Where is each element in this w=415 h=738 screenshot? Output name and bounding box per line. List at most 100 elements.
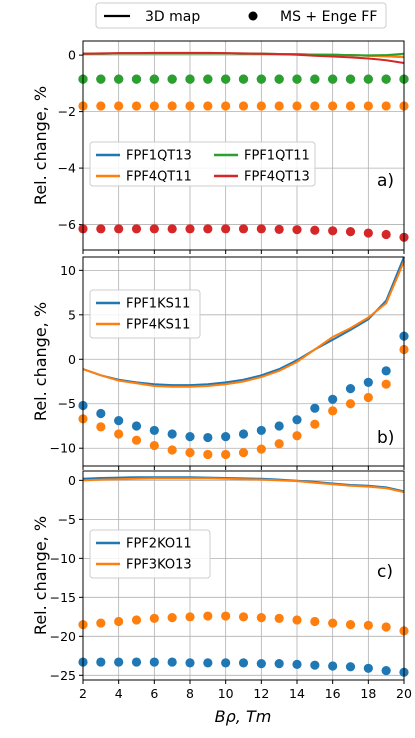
data-point-FPF4QT11 <box>131 101 142 111</box>
data-point-FPF1QT11 <box>114 74 124 84</box>
y-tick-label: 0 <box>68 352 76 367</box>
y-tick-label: −15 <box>50 590 76 605</box>
data-point-FPF1KS11 <box>131 421 142 431</box>
data-point-FPF3KO13 <box>363 620 373 631</box>
data-point-FPF3KO13 <box>131 615 142 625</box>
data-point-FPF1KS11 <box>328 394 338 404</box>
data-point-FPF1KS11 <box>256 425 266 436</box>
x-tick-label: 4 <box>115 686 123 701</box>
data-point-FPF4QT13 <box>131 224 142 234</box>
data-point-FPF1KS11 <box>96 408 106 419</box>
data-point-FPF4QT11 <box>363 101 373 111</box>
data-point-FPF4KS11 <box>203 449 213 460</box>
data-point-FPF1QT11 <box>185 74 195 84</box>
data-point-FPF3KO13 <box>221 611 231 621</box>
data-point-FPF4KS11 <box>310 419 320 429</box>
legend-label-FPF2KO11: FPF2KO11 <box>126 537 192 552</box>
data-point-FPF4QT11 <box>345 101 356 111</box>
x-tick-label: 8 <box>186 686 194 701</box>
top-legend-dot-swatch <box>248 11 258 21</box>
data-point-FPF1KS11 <box>167 429 177 439</box>
data-point-FPF1QT11 <box>203 74 213 84</box>
data-point-FPF4QT13 <box>256 224 266 234</box>
legend-label-FPF1KS11: FPF1KS11 <box>126 297 190 312</box>
data-point-FPF2KO11 <box>363 663 373 673</box>
data-point-FPF4KS11 <box>256 444 266 454</box>
x-tick-label: 2 <box>79 686 87 701</box>
data-point-FPF4QT13 <box>292 225 302 235</box>
data-point-FPF4QT13 <box>381 229 391 240</box>
data-point-FPF4KS11 <box>345 399 356 409</box>
data-point-FPF2KO11 <box>381 666 391 676</box>
data-point-FPF4QT13 <box>221 224 231 234</box>
data-point-FPF2KO11 <box>185 658 195 668</box>
top-legend-dots-label: MS + Enge FF <box>280 9 377 25</box>
panel-legend: FPF1KS11 FPF4KS11 <box>89 289 201 339</box>
data-point-FPF4QT11 <box>381 101 391 111</box>
data-point-FPF3KO13 <box>292 615 302 625</box>
y-tick-label: −5 <box>58 396 76 411</box>
legend-label-FPF4QT11: FPF4QT11 <box>126 170 192 185</box>
data-point-FPF4QT11 <box>292 101 302 111</box>
data-point-FPF1KS11 <box>381 366 391 376</box>
legend-label-FPF3KO13: FPF3KO13 <box>126 558 192 573</box>
data-point-FPF4QT11 <box>221 101 231 111</box>
data-point-FPF4QT13 <box>238 224 249 234</box>
x-tick-label: 10 <box>218 686 234 701</box>
y-tick-label: −10 <box>50 551 76 566</box>
panel-tag: c) <box>377 562 393 582</box>
data-point-FPF3KO13 <box>310 616 320 627</box>
data-point-FPF1QT11 <box>238 74 249 84</box>
data-point-FPF4KS11 <box>131 435 142 445</box>
data-point-FPF1KS11 <box>310 403 320 413</box>
y-tick-label: −6 <box>58 217 76 232</box>
data-point-FPF1QT11 <box>310 74 320 84</box>
top-legend-frame <box>95 2 387 29</box>
x-tick-label: 18 <box>360 686 376 701</box>
x-tick-label: 14 <box>289 686 305 701</box>
x-tick-label: 20 <box>396 686 412 701</box>
top-legend: 3D map MS + Enge FF <box>95 2 387 29</box>
data-point-FPF2KO11 <box>328 661 338 671</box>
panel-2: 10 5 0 −5 −10 Rel. change, % b) FPF1KS11 FPF4KS1… <box>31 256 409 470</box>
data-point-FPF2KO11 <box>203 658 213 668</box>
data-point-FPF2KO11 <box>256 659 266 669</box>
data-point-FPF3KO13 <box>381 622 391 632</box>
data-point-FPF2KO11 <box>345 662 356 672</box>
y-tick-label: 10 <box>60 263 76 278</box>
panel-legend: FPF2KO11 FPF3KO13 <box>89 529 211 579</box>
top-legend-line-label: 3D map <box>145 9 200 25</box>
data-point-FPF4KS11 <box>328 406 338 416</box>
y-tick-label: −25 <box>50 668 76 683</box>
data-point-FPF2KO11 <box>292 659 302 670</box>
plot-frame <box>82 470 405 681</box>
data-point-FPF1QT11 <box>221 74 231 84</box>
data-point-FPF4QT13 <box>345 227 356 237</box>
data-point-FPF2KO11 <box>149 657 159 667</box>
data-point-FPF4KS11 <box>114 429 124 439</box>
data-point-FPF1KS11 <box>149 425 159 436</box>
legend-label-FPF4QT13: FPF4QT13 <box>244 170 310 185</box>
y-axis-label: Rel. change, % <box>31 86 50 205</box>
data-point-FPF4QT11 <box>96 101 106 111</box>
y-axis-label: Rel. change, % <box>31 516 50 635</box>
data-point-FPF1KS11 <box>185 432 195 442</box>
data-point-FPF4KS11 <box>292 431 302 441</box>
data-point-FPF1KS11 <box>114 416 124 426</box>
data-point-FPF4QT11 <box>114 101 124 111</box>
data-point-FPF1KS11 <box>274 421 284 431</box>
data-point-FPF4QT13 <box>203 224 213 234</box>
data-point-FPF4QT11 <box>149 101 159 111</box>
x-tick-label: 12 <box>253 686 269 701</box>
x-tick-label: 16 <box>325 686 341 701</box>
data-point-FPF4QT11 <box>274 101 284 111</box>
data-point-FPF1KS11 <box>221 432 231 442</box>
data-point-FPF4KS11 <box>149 440 159 451</box>
data-point-FPF4KS11 <box>381 379 391 389</box>
data-point-FPF4QT13 <box>328 226 338 236</box>
panel-3: 0 −5 −10 −15 −20 −252 4 6 8 10 12 14 16 18 20 Rel. chan… <box>31 470 412 701</box>
data-point-FPF2KO11 <box>131 657 142 667</box>
data-point-FPF4KS11 <box>96 422 106 432</box>
